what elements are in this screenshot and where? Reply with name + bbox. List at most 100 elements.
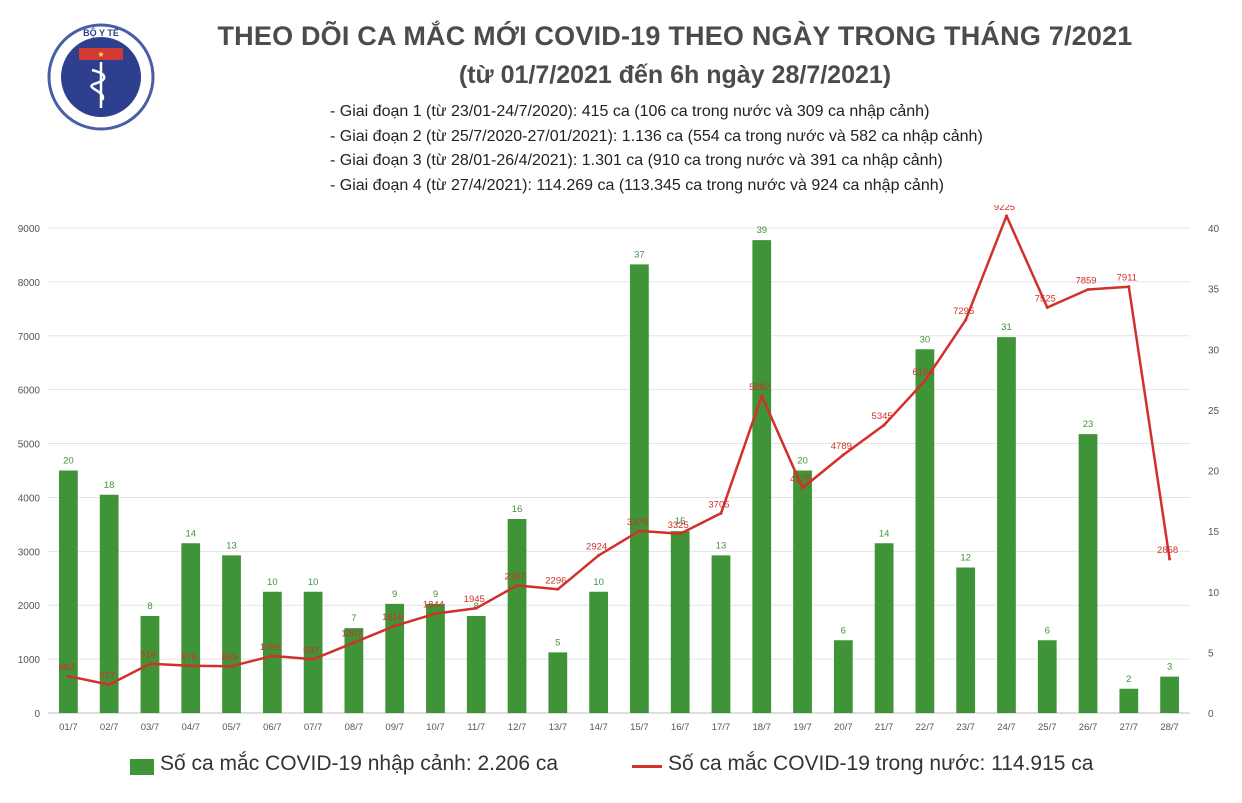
svg-text:★: ★ [97, 50, 104, 59]
y-left-tick-label: 9000 [18, 224, 41, 235]
line-point [597, 553, 601, 557]
x-tick-label: 09/7 [385, 722, 404, 733]
line-data-label: 7295 [953, 306, 974, 317]
phase-3-text: - Giai đoạn 3 (từ 28/01-26/4/2021): 1.30… [330, 152, 943, 169]
bar [589, 591, 608, 713]
phase-summary: - Giai đoạn 1 (từ 23/01-24/7/2020): 415 … [330, 100, 1190, 198]
bar-data-label: 39 [756, 225, 767, 236]
line-data-label: 2924 [586, 541, 607, 552]
line-data-label: 1059 [260, 642, 281, 653]
line-point [801, 486, 805, 490]
x-tick-label: 28/7 [1160, 722, 1179, 733]
x-tick-label: 25/7 [1038, 722, 1057, 733]
x-tick-label: 22/7 [916, 722, 935, 733]
ministry-of-health-logo: ★ BỘ Y TẾ [47, 23, 155, 131]
line-data-label: 7525 [1035, 293, 1056, 304]
bar-data-label: 7 [351, 613, 356, 624]
x-tick-label: 27/7 [1120, 722, 1139, 733]
x-tick-label: 14/7 [589, 722, 608, 733]
line-point [515, 583, 519, 587]
x-tick-label: 13/7 [549, 722, 568, 733]
x-tick-label: 05/7 [222, 722, 241, 733]
line-point [1127, 285, 1131, 289]
bar [956, 567, 976, 713]
bar-data-label: 10 [308, 577, 319, 588]
bar [670, 531, 690, 713]
bar [262, 591, 282, 713]
line-point [352, 641, 356, 645]
x-tick-label: 04/7 [182, 722, 201, 733]
legend-bar-label: Số ca mắc COVID-19 nhập cảnh: 2.206 ca [160, 752, 559, 775]
bar [711, 555, 731, 713]
bar [548, 652, 568, 713]
bar-data-label: 23 [1083, 419, 1094, 430]
x-tick-label: 07/7 [304, 722, 323, 733]
bar [1119, 688, 1139, 713]
bar-data-label: 6 [841, 625, 846, 636]
bar-data-label: 14 [185, 528, 196, 539]
bar [1078, 434, 1098, 713]
x-tick-label: 16/7 [671, 722, 690, 733]
x-tick-label: 19/7 [793, 722, 812, 733]
bar-data-label: 2 [1126, 674, 1131, 685]
line-point [1045, 305, 1049, 309]
bar-data-label: 20 [797, 456, 808, 467]
line-data-label: 869 [222, 652, 238, 663]
y-right-tick-label: 5 [1208, 648, 1214, 659]
line-point [556, 587, 560, 591]
line-point [107, 683, 111, 687]
bar [752, 240, 772, 713]
logo-text: BỘ Y TẾ [83, 27, 119, 38]
line-point [923, 379, 927, 383]
x-tick-label: 17/7 [712, 722, 731, 733]
y-right-tick-label: 10 [1208, 588, 1220, 599]
line-data-label: 3379 [627, 517, 648, 528]
y-left-tick-label: 4000 [18, 493, 41, 504]
phase-2-text: - Giai đoạn 2 (từ 25/7/2020-27/01/2021):… [330, 127, 983, 145]
legend: Số ca mắc COVID-19 nhập cảnh: 2.206 ca S… [0, 748, 1242, 784]
line-point [393, 624, 397, 628]
y-left-tick-label: 8000 [18, 278, 41, 289]
bar [793, 470, 812, 713]
bar [1037, 640, 1057, 713]
x-tick-label: 03/7 [141, 722, 160, 733]
line-data-label: 997 [303, 645, 319, 656]
line-data-label: 7911 [1117, 273, 1137, 284]
line-data-label: 1945 [464, 594, 485, 605]
x-tick-label: 26/7 [1079, 722, 1098, 733]
y-left-tick-label: 5000 [18, 440, 41, 451]
bar [507, 519, 527, 713]
red-flag-band [79, 48, 123, 60]
line-data-label: 2858 [1157, 545, 1178, 556]
y-left-tick-label: 7000 [18, 332, 41, 343]
bar-data-label: 9 [433, 589, 438, 600]
x-tick-label: 01/7 [59, 722, 78, 733]
line-data-label: 9225 [994, 205, 1015, 213]
line-data-label: 5887 [749, 382, 770, 393]
line-point [230, 664, 234, 668]
line-point [474, 606, 478, 610]
line-data-label: 2296 [545, 575, 566, 586]
bar [997, 337, 1016, 713]
bar-data-label: 13 [226, 540, 237, 551]
bar [344, 628, 364, 713]
line-point [1168, 557, 1172, 561]
legend-bar-swatch [130, 759, 154, 775]
bar [99, 494, 119, 713]
legend-line-swatch [632, 765, 662, 768]
line-point [964, 318, 968, 322]
line-series [68, 214, 1171, 686]
phase-4-text: - Giai đoạn 4 (từ 27/4/2021): 114.269 ca… [330, 176, 944, 194]
bar [222, 555, 241, 713]
bar-data-label: 5 [555, 637, 560, 648]
bar [181, 543, 201, 713]
line-point [678, 532, 682, 536]
bar-data-label: 12 [960, 553, 971, 564]
x-tick-label: 06/7 [263, 722, 282, 733]
bar [466, 616, 486, 713]
bar-data-label: 31 [1001, 322, 1012, 333]
bar [385, 603, 405, 713]
x-tick-label: 08/7 [345, 722, 364, 733]
x-tick-label: 10/7 [426, 722, 445, 733]
bar-data-label: 10 [267, 577, 278, 588]
